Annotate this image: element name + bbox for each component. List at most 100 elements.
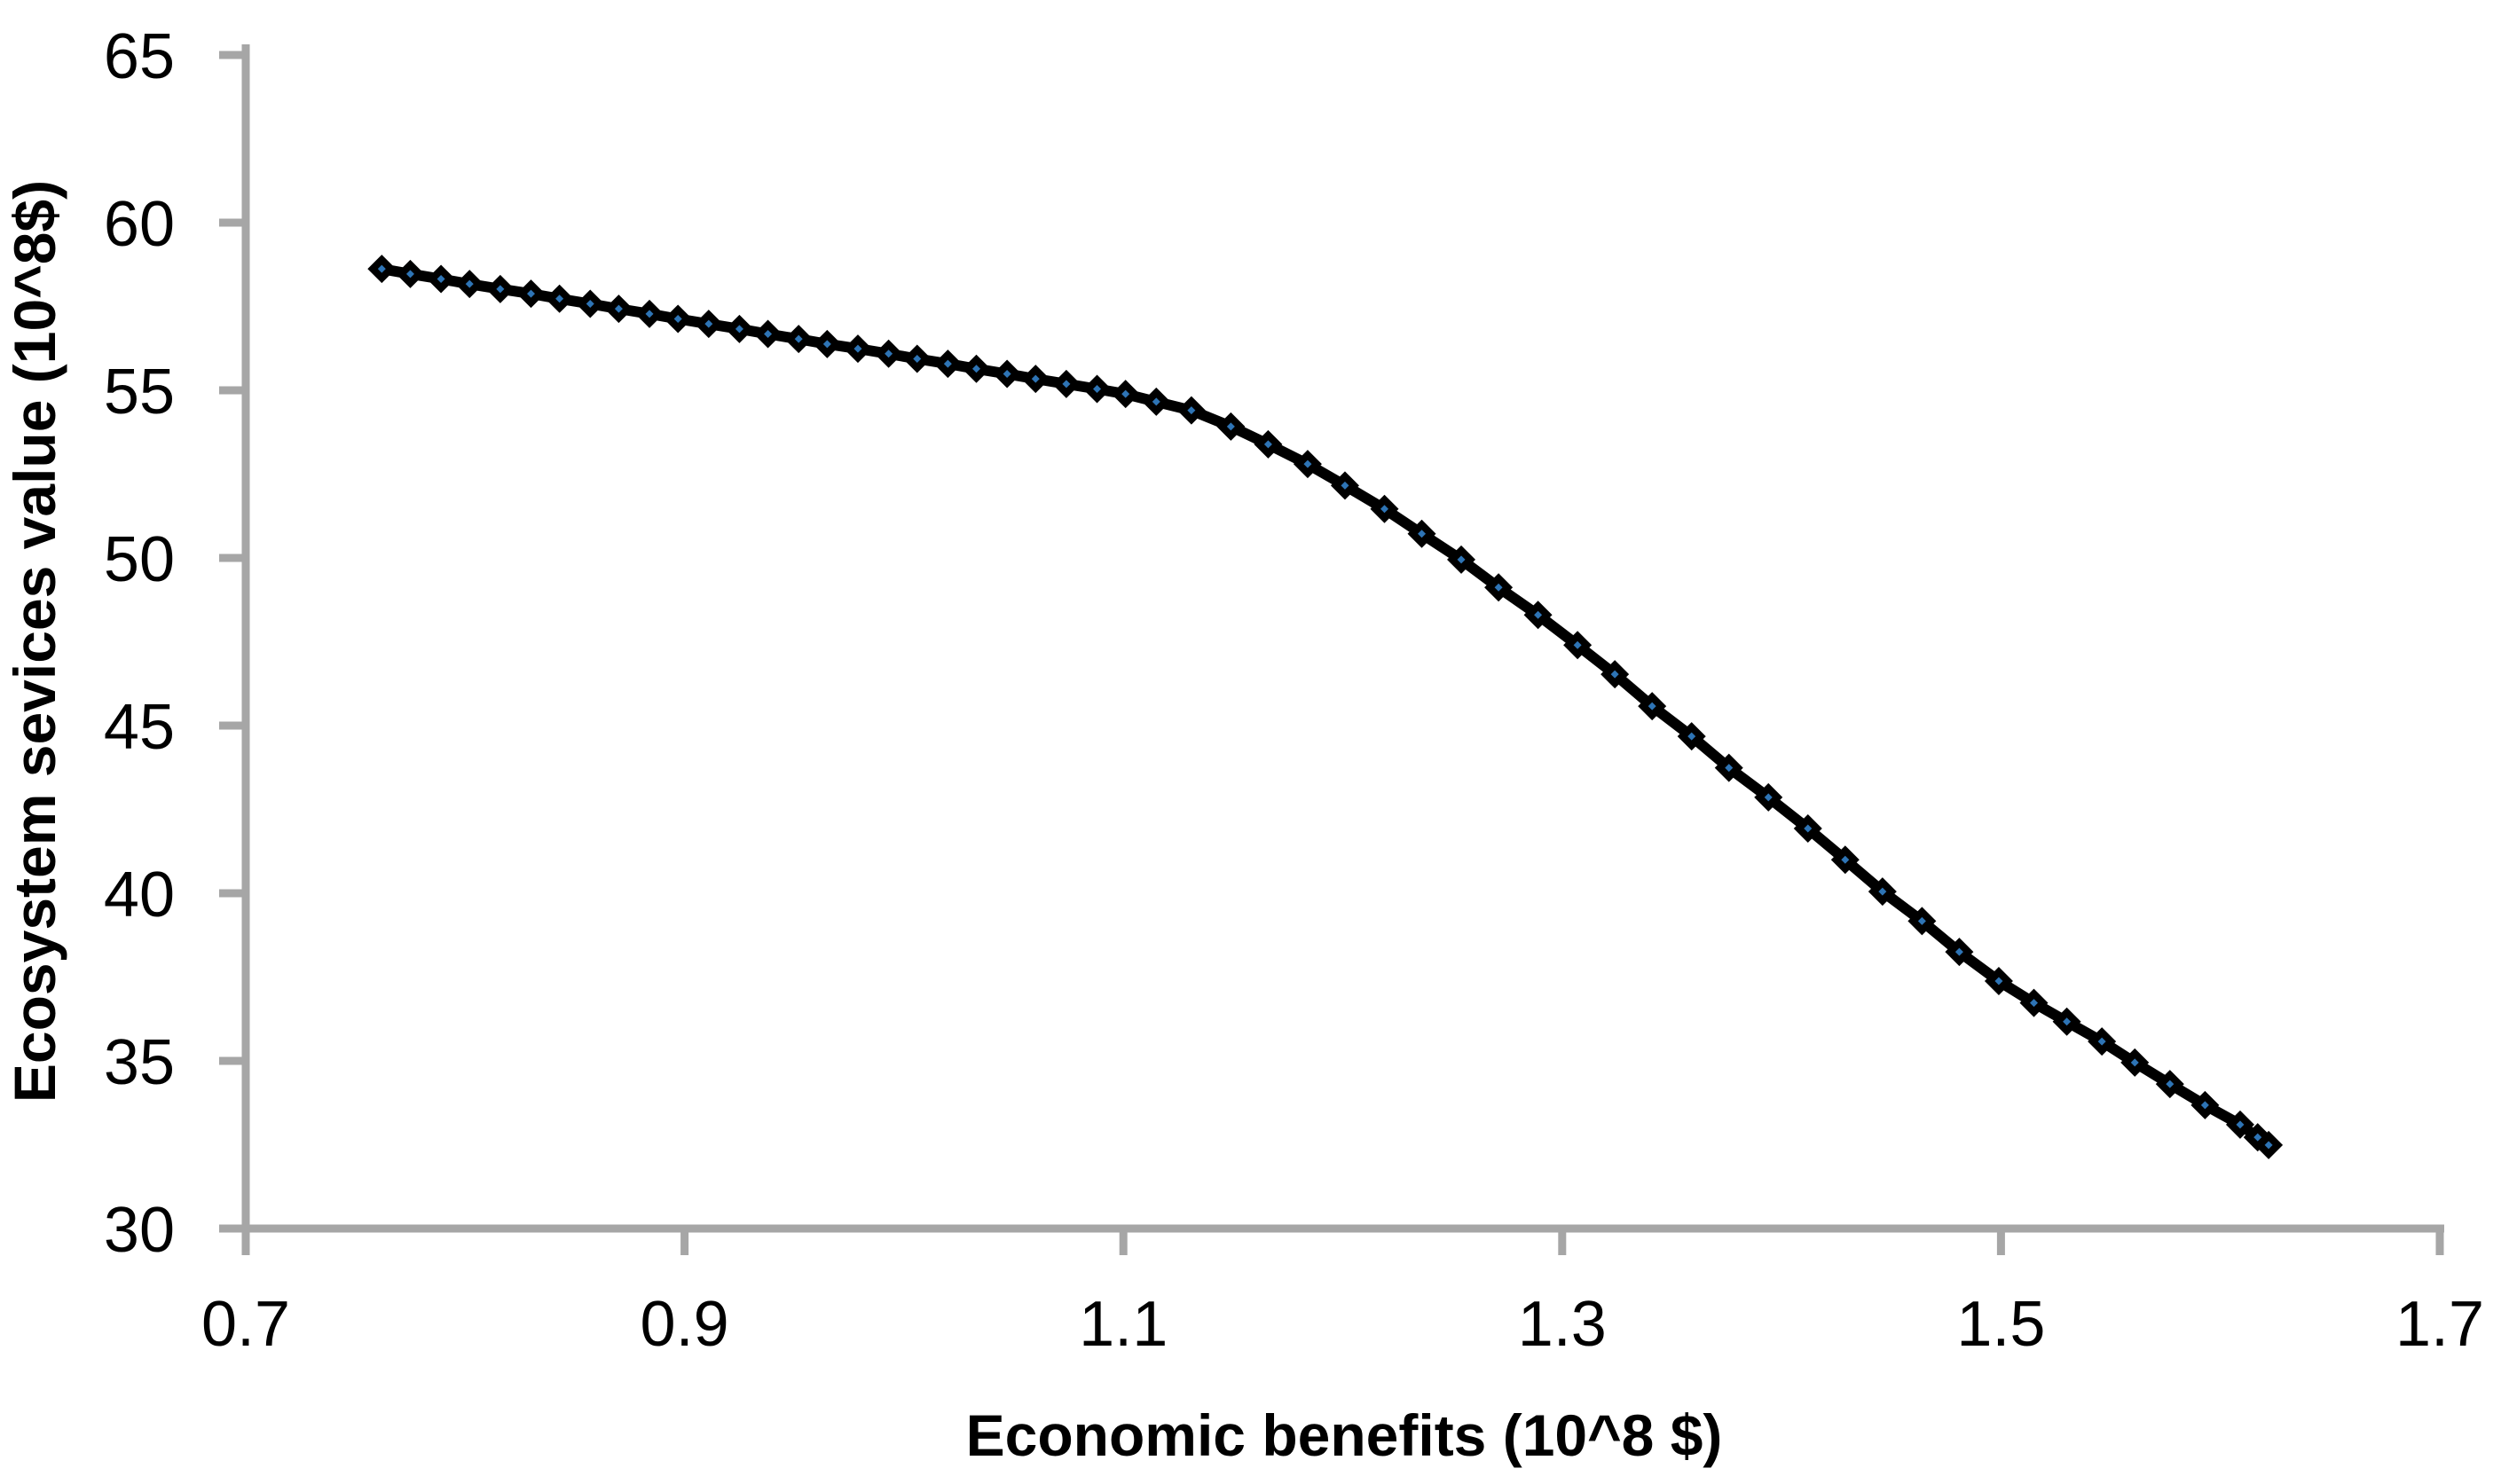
- y-tick-label: 40: [104, 860, 175, 930]
- data-point-marker: [1082, 374, 1112, 404]
- marker-center-dot: [704, 319, 713, 328]
- marker-center-dot: [1725, 764, 1734, 773]
- x-tick-label: 1.1: [1079, 1289, 1168, 1360]
- marker-center-dot: [496, 285, 505, 294]
- data-point-marker: [753, 319, 783, 349]
- marker-center-dot: [1494, 583, 1503, 592]
- marker-center-dot: [822, 340, 831, 349]
- data-point-marker: [1868, 877, 1897, 907]
- marker-center-dot: [2253, 1133, 2262, 1142]
- y-tick-label: 65: [104, 21, 175, 92]
- tick-labels: 30 35 40 45 50 55 60 65 0.7 0.9 1.1 1.3 1.5 1.7: [104, 21, 2484, 1360]
- marker-center-dot: [1878, 887, 1887, 896]
- data-point-marker: [1330, 471, 1359, 500]
- marker-center-dot: [1610, 670, 1619, 679]
- marker-center-dot: [764, 329, 773, 338]
- data-point-marker: [396, 259, 425, 288]
- x-tick-label: 0.7: [201, 1289, 290, 1360]
- data-point-marker: [1793, 814, 1822, 844]
- marker-center-dot: [2264, 1141, 2273, 1150]
- data-point-marker: [1754, 782, 1783, 812]
- data-point-marker: [455, 270, 484, 299]
- marker-center-dot: [885, 349, 893, 358]
- marker-center-dot: [943, 359, 952, 368]
- marker-center-dot: [555, 294, 564, 303]
- data-point-marker: [2088, 1027, 2117, 1056]
- marker-center-dot: [913, 354, 922, 363]
- y-tick-label: 55: [104, 357, 175, 428]
- data-point-marker: [1714, 753, 1743, 782]
- data-point-marker: [2052, 1007, 2081, 1036]
- data-point-marker: [1563, 631, 1593, 660]
- y-tick-label: 50: [104, 524, 175, 595]
- marker-center-dot: [465, 279, 474, 288]
- marker-center-dot: [1534, 610, 1543, 619]
- marker-center-dot: [1380, 505, 1388, 514]
- data-point-marker: [545, 284, 574, 313]
- marker-center-dot: [436, 275, 445, 284]
- marker-center-dot: [1093, 384, 1102, 393]
- marker-center-dot: [1187, 406, 1196, 415]
- axes: [219, 44, 2444, 1255]
- data-point-marker: [933, 349, 963, 379]
- data-point-marker: [664, 304, 693, 334]
- marker-center-dot: [1917, 916, 1926, 925]
- data-point-marker: [2019, 988, 2049, 1017]
- marker-center-dot: [1418, 530, 1427, 538]
- data-point-marker: [1176, 396, 1206, 425]
- marker-center-dot: [1303, 459, 1312, 468]
- data-point-marker: [813, 329, 842, 358]
- data-point-marker: [2155, 1070, 2184, 1099]
- marker-center-dot: [1804, 824, 1813, 833]
- marker-center-dot: [1263, 440, 1272, 449]
- marker-center-dot: [673, 314, 682, 323]
- data-point-marker: [1293, 450, 1322, 479]
- marker-center-dot: [2029, 999, 2038, 1008]
- data-point-marker: [1984, 967, 2013, 996]
- x-tick-label: 0.9: [641, 1289, 729, 1360]
- data-point-marker: [516, 279, 546, 309]
- marker-center-dot: [1003, 369, 1011, 378]
- marker-center-dot: [2097, 1037, 2106, 1046]
- data-point-marker: [1600, 660, 1630, 689]
- data-point-marker: [367, 255, 397, 284]
- data-point-marker: [1407, 519, 1436, 548]
- data-point-marker: [2120, 1048, 2150, 1077]
- data-point-marker: [1254, 429, 1283, 459]
- data-point-marker: [1447, 545, 1476, 574]
- data-point-marker: [1484, 573, 1514, 602]
- marker-center-dot: [405, 270, 414, 279]
- data-point-marker: [1051, 369, 1081, 398]
- marker-center-dot: [1121, 389, 1130, 398]
- data-point-marker: [1216, 412, 1246, 441]
- y-axis-title: Ecosystem sevices value (10^8$): [2, 180, 67, 1103]
- marker-center-dot: [2236, 1120, 2245, 1129]
- marker-center-dot: [2200, 1101, 2209, 1110]
- marker-center-dot: [2130, 1058, 2139, 1067]
- marker-center-dot: [1573, 640, 1582, 649]
- marker-center-dot: [1841, 855, 1850, 864]
- data-point-marker: [2190, 1090, 2220, 1119]
- marker-center-dot: [1687, 732, 1696, 741]
- data-point-marker: [1111, 380, 1140, 409]
- data-point-marker: [1021, 365, 1050, 394]
- data-point-marker: [635, 299, 665, 328]
- marker-center-dot: [2063, 1017, 2072, 1026]
- marker-center-dot: [1226, 422, 1235, 431]
- data-point-marker: [2254, 1130, 2284, 1159]
- marker-center-dot: [1954, 947, 1963, 956]
- data-point-marker: [1638, 692, 1667, 721]
- data-point-marker: [2225, 1110, 2254, 1139]
- y-tick-label: 60: [104, 189, 175, 260]
- data-point-marker: [427, 264, 456, 294]
- marker-center-dot: [614, 304, 623, 313]
- marker-center-dot: [1457, 555, 1466, 564]
- data-point-marker: [485, 274, 515, 303]
- data-point-marker: [874, 339, 903, 368]
- marker-center-dot: [2166, 1080, 2175, 1088]
- data-point-marker: [1830, 845, 1860, 875]
- marker-center-dot: [586, 299, 594, 308]
- y-tick-label: 45: [104, 692, 175, 763]
